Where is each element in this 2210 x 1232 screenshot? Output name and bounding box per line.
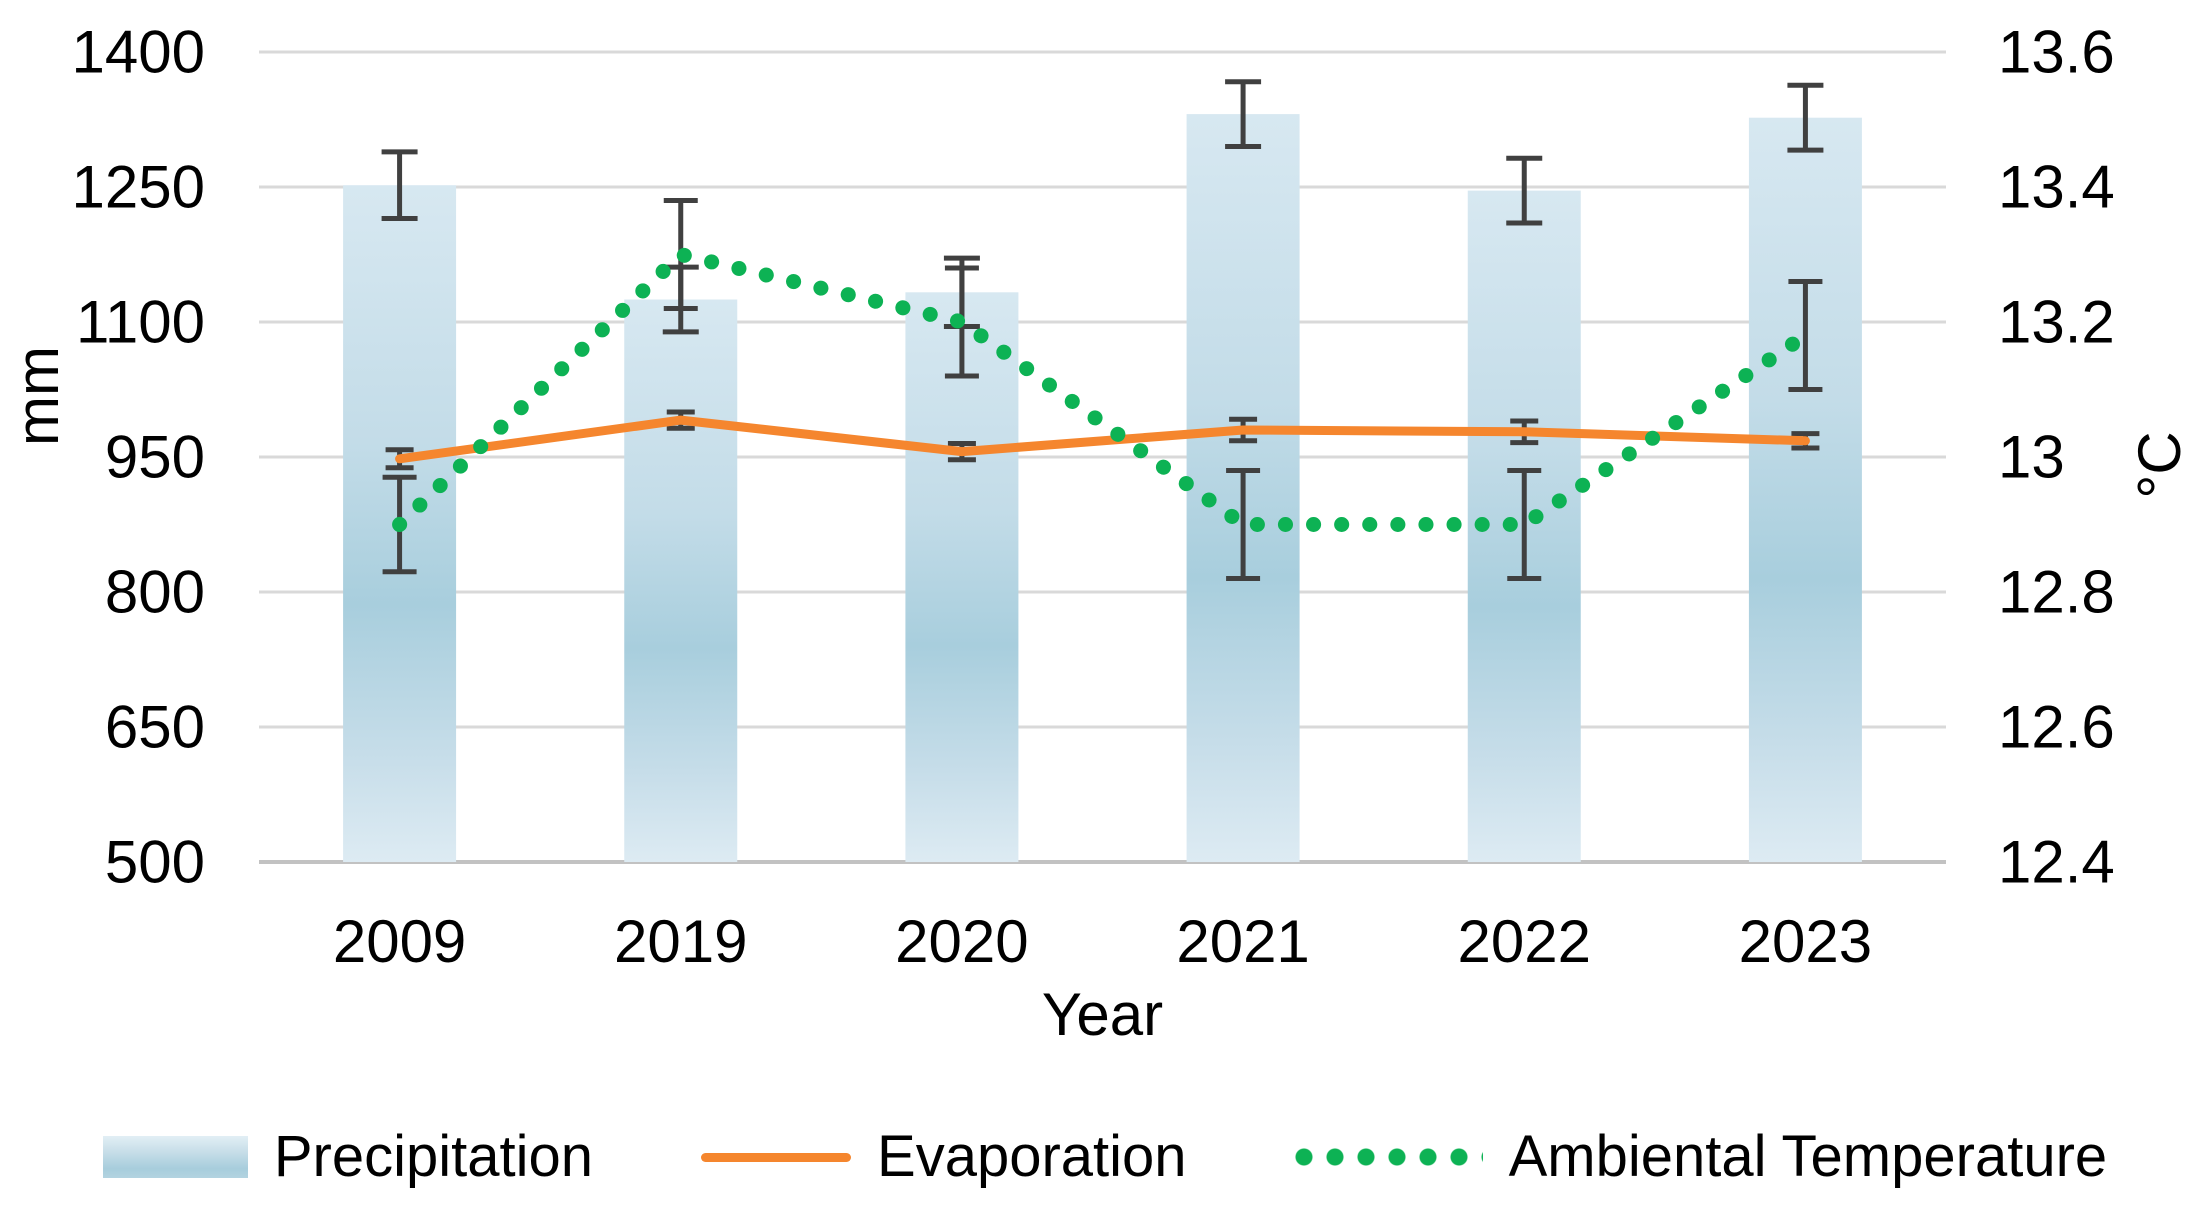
evaporation-line-icon: [701, 1152, 852, 1162]
bar-2023: [1748, 117, 1862, 862]
y2-axis-tick-label: 13.2: [1998, 289, 2115, 356]
x-axis-tick-label: 2019: [614, 908, 747, 975]
x-axis-tick-label: 2022: [1458, 908, 1591, 975]
x-axis-tick-label: 2021: [1176, 908, 1309, 975]
y2-axis-tick-label: 13.4: [1998, 154, 2115, 221]
evaporation-line: [395, 415, 1810, 464]
y-axis-tick-label: 800: [105, 559, 205, 626]
y2-axis-tick-label: 12.6: [1998, 694, 2115, 761]
temperature-dots-icon: [1294, 1148, 1483, 1166]
legend-item-evaporation: Evaporation: [701, 1128, 1187, 1186]
bar-2020: [905, 292, 1019, 862]
precipitation-swatch-icon: [102, 1136, 248, 1178]
y-axis-tick-label: 950: [105, 424, 205, 491]
legend: Precipitation Evaporation Ambiental Temp…: [0, 1128, 2210, 1186]
precipitation-error-2009: [381, 149, 418, 221]
right-axis-title: °C: [2126, 431, 2193, 499]
temperature-error-2021: [1226, 468, 1261, 581]
y2-axis-tick-label: 13.6: [1998, 19, 2115, 86]
y-axis-tick-label: 650: [105, 694, 205, 761]
x-axis-tick-label: 2009: [333, 908, 466, 975]
legend-label-precipitation: Precipitation: [273, 1124, 594, 1189]
y2-axis-tick-label: 13: [1998, 424, 2065, 491]
precipitation-error-2021: [1225, 79, 1262, 149]
temperature-error-2022: [1507, 468, 1542, 581]
legend-label-evaporation: Evaporation: [877, 1124, 1187, 1189]
legend-label-temperature: Ambiental Temperature: [1508, 1124, 2108, 1189]
y-axis-tick-label: 500: [105, 829, 205, 896]
temperature-error-2023: [1788, 279, 1823, 392]
legend-item-precipitation: Precipitation: [102, 1124, 594, 1189]
y-axis-tick-label: 1100: [76, 289, 205, 356]
y2-axis-tick-label: 12.8: [1998, 559, 2115, 626]
left-axis-title: mm: [4, 346, 71, 446]
temperature-line: [392, 246, 1813, 532]
x-axis-tick-label: 2020: [895, 908, 1028, 975]
y2-axis-tick-label: 12.4: [1998, 829, 2115, 896]
y-axis-tick-label: 1400: [72, 19, 205, 86]
y-axis-tick-label: 1250: [72, 154, 205, 221]
precipitation-error-2022: [1506, 155, 1543, 226]
x-axis-title: Year: [1041, 981, 1164, 1048]
x-axis-tick-label: 2023: [1739, 908, 1872, 975]
bar-2019: [624, 299, 738, 862]
legend-item-temperature: Ambiental Temperature: [1294, 1124, 2108, 1189]
precipitation-error-2023: [1787, 82, 1824, 153]
